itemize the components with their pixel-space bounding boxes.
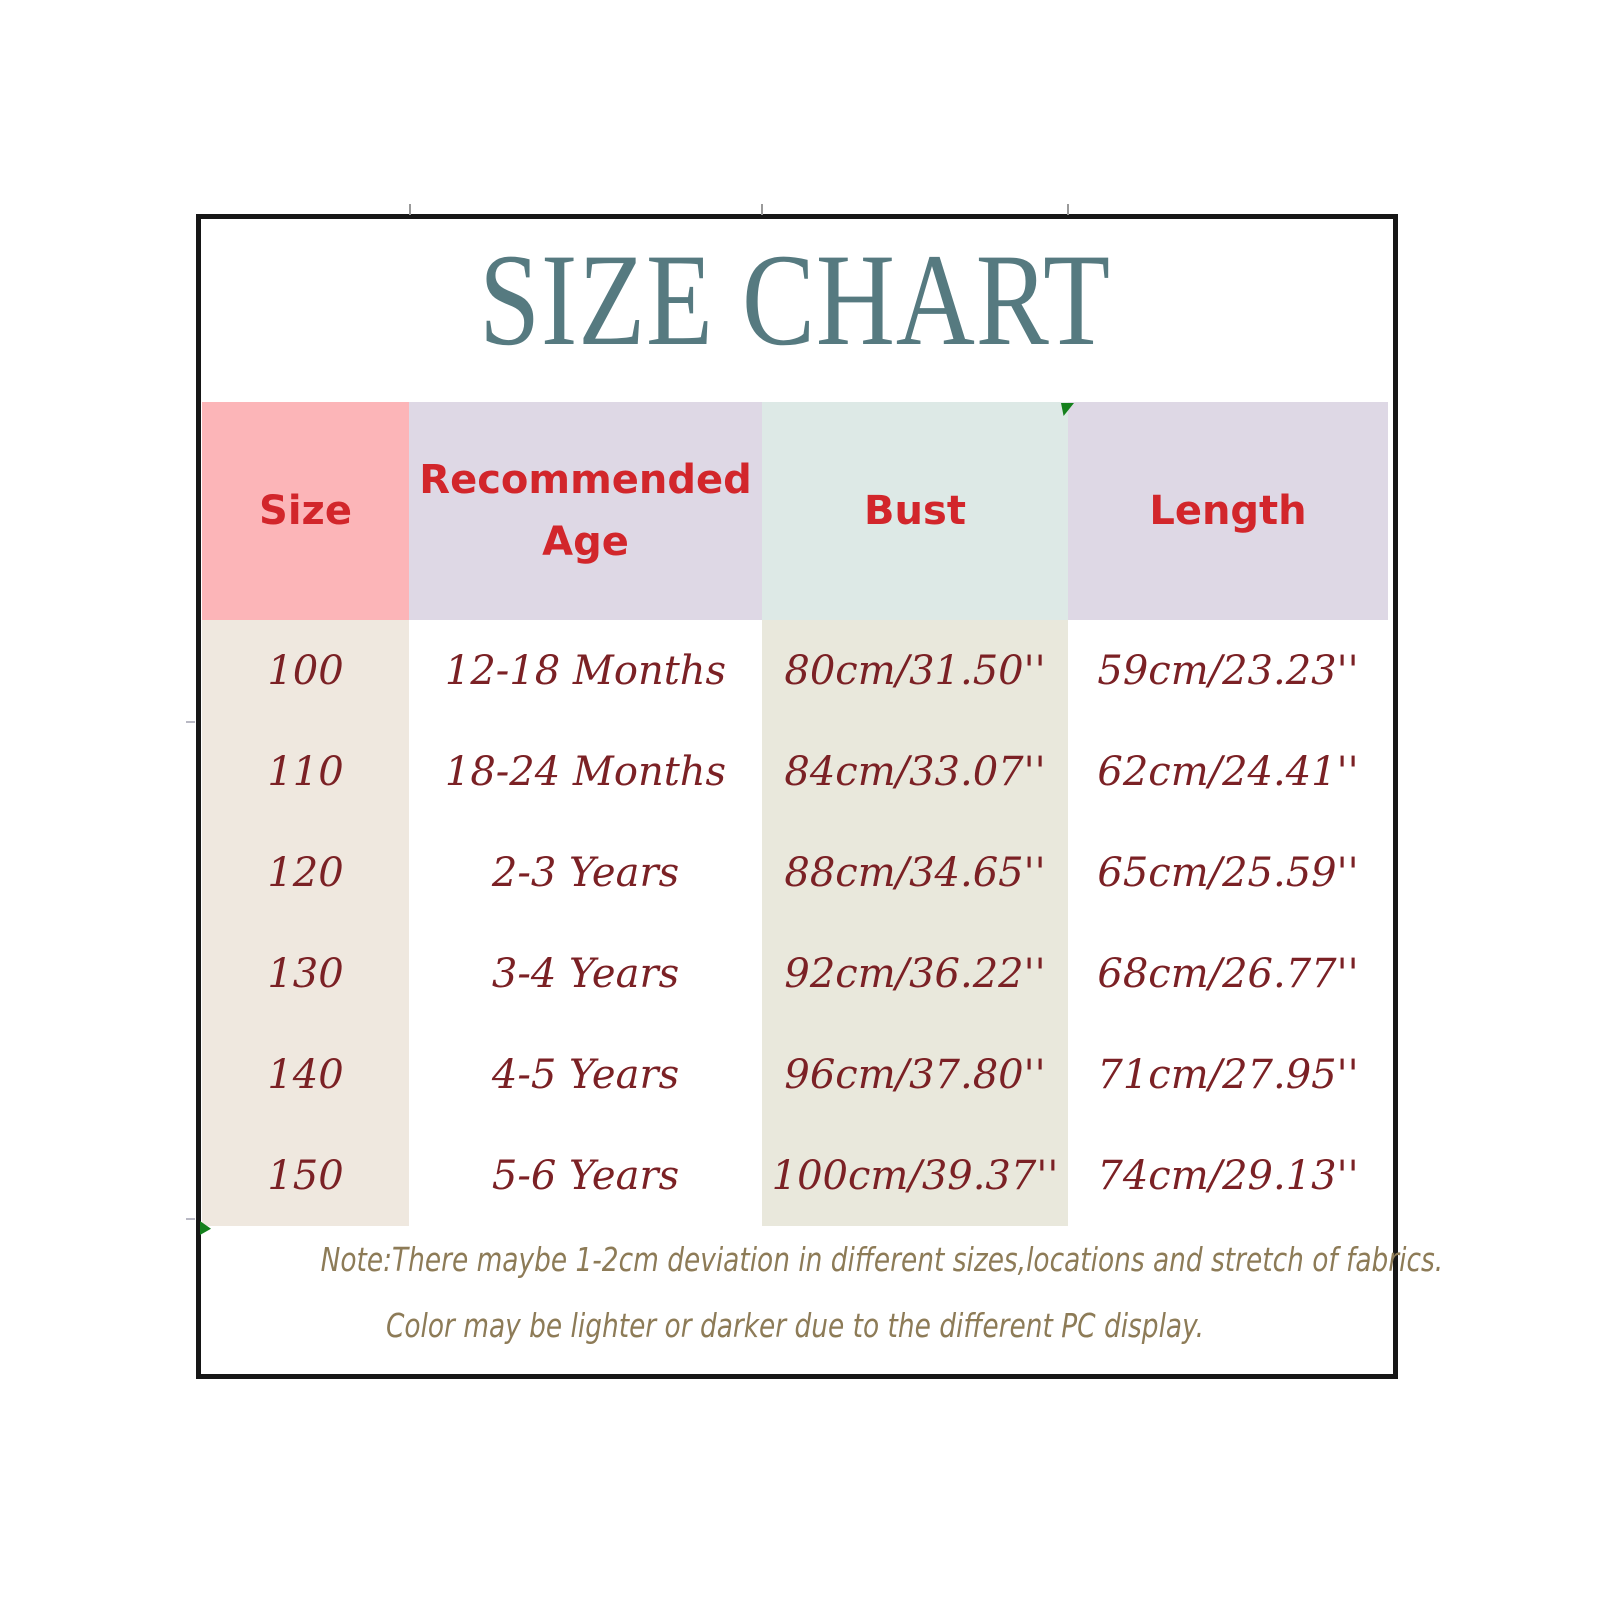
bust-value: 92cm/36.22'' (762, 923, 1068, 1024)
column-header-size: Size (202, 402, 409, 620)
length-value: 65cm/25.59'' (1097, 849, 1359, 896)
column-header-length: Length (1068, 402, 1388, 620)
bust-value: 84cm/33.07'' (762, 721, 1068, 822)
size-value: 150 (202, 1125, 409, 1226)
column-header-bust: Bust (762, 402, 1068, 620)
gridline-tick (186, 1218, 195, 1220)
age-value: 12-18 Months (444, 647, 727, 694)
gridline-tick (186, 721, 195, 723)
size-value: 100 (202, 620, 409, 721)
age-value: 5-6 Years (491, 1152, 680, 1199)
length-value: 74cm/29.13'' (1097, 1152, 1359, 1199)
bust-value: 100cm/39.37'' (762, 1125, 1068, 1226)
page-title: SIZE CHART (479, 226, 1111, 373)
note-line-2: Color may be lighter or darker due to th… (385, 1306, 1205, 1345)
bust-value: 88cm/34.65'' (762, 822, 1068, 923)
age-value: 4-5 Years (491, 1051, 680, 1098)
green-triangle-icon (200, 1221, 211, 1235)
length-value: 68cm/26.77'' (1097, 950, 1359, 997)
length-value: 59cm/23.23'' (1097, 647, 1359, 694)
note-line-1: Note:There maybe 1-2cm deviation in diff… (320, 1240, 1444, 1279)
bust-value: 80cm/31.50'' (762, 620, 1068, 721)
size-value: 110 (202, 721, 409, 822)
gridline-tick (1067, 204, 1069, 215)
length-value: 62cm/24.41'' (1097, 748, 1359, 795)
gridline-tick (761, 204, 763, 215)
column-header-age: Recommended Age (409, 402, 762, 620)
size-table: Size Recommended Age Bust Length 100 12-… (202, 402, 1388, 1226)
size-value: 130 (202, 923, 409, 1024)
size-value: 140 (202, 1024, 409, 1125)
age-value: 3-4 Years (491, 950, 680, 997)
bust-value: 96cm/37.80'' (762, 1024, 1068, 1125)
gridline-tick (409, 204, 411, 215)
length-value: 71cm/27.95'' (1097, 1051, 1359, 1098)
size-value: 120 (202, 822, 409, 923)
age-value: 2-3 Years (491, 849, 680, 896)
age-value: 18-24 Months (444, 748, 727, 795)
